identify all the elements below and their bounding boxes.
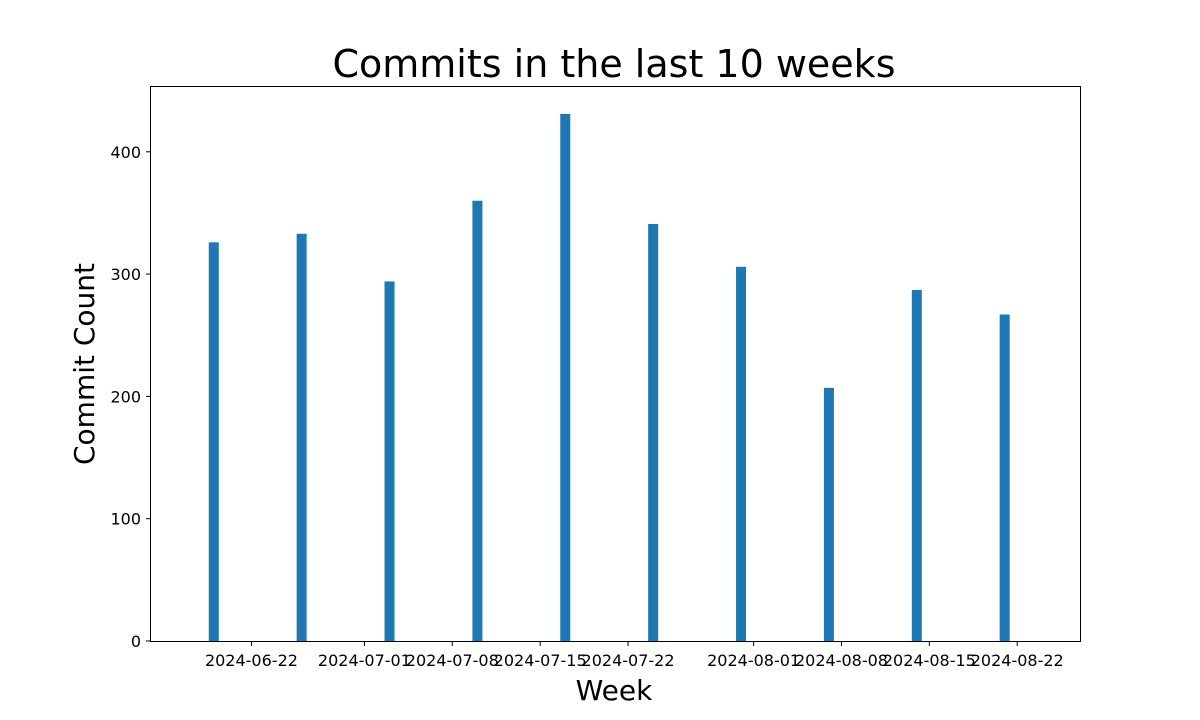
y-tick-label: 100 [110, 510, 141, 529]
x-tick-label: 2024-07-15 [494, 651, 587, 670]
y-tick-label: 300 [110, 265, 141, 284]
plot-area-frame [150, 86, 1081, 642]
y-tick-label: 400 [110, 143, 141, 162]
bar-2024-06-26 [296, 233, 307, 641]
x-tick-label: 2024-08-01 [707, 651, 800, 670]
bar-2024-08-07 [823, 387, 834, 641]
x-tick-label: 2024-08-08 [795, 651, 888, 670]
y-axis: 0 100 200 300 400 [110, 143, 151, 651]
bars-group [208, 113, 1010, 642]
x-axis: 2024-06-22 2024-07-012024-07-082024-07-15… [205, 641, 1064, 670]
bar-2024-08-14 [911, 290, 922, 641]
bar-2024-06-19 [208, 242, 219, 641]
y-tick-label: 0 [131, 632, 141, 651]
bar-2024-07-24 [648, 223, 659, 641]
x-tick-label: 2024-06-22 [205, 651, 298, 670]
x-tick-label: 2024-08-22 [971, 651, 1064, 670]
x-tick-label: 2024-07-22 [582, 651, 675, 670]
x-axis-label: Week [576, 674, 653, 707]
bar-2024-07-10 [472, 200, 483, 642]
x-tick-label: 2024-07-01 [318, 651, 411, 670]
x-tick-label: 2024-08-15 [883, 651, 976, 670]
chart-title: Commits in the last 10 weeks [332, 42, 895, 86]
bar-2024-07-31 [736, 266, 747, 641]
x-tick-label: 2024-07-08 [406, 651, 499, 670]
y-axis-label: Commit Count [68, 263, 101, 465]
bar-2024-08-21 [999, 314, 1010, 641]
y-tick-label: 200 [110, 387, 141, 406]
bar-2024-07-17 [560, 113, 571, 641]
bar-2024-07-03 [384, 281, 395, 641]
